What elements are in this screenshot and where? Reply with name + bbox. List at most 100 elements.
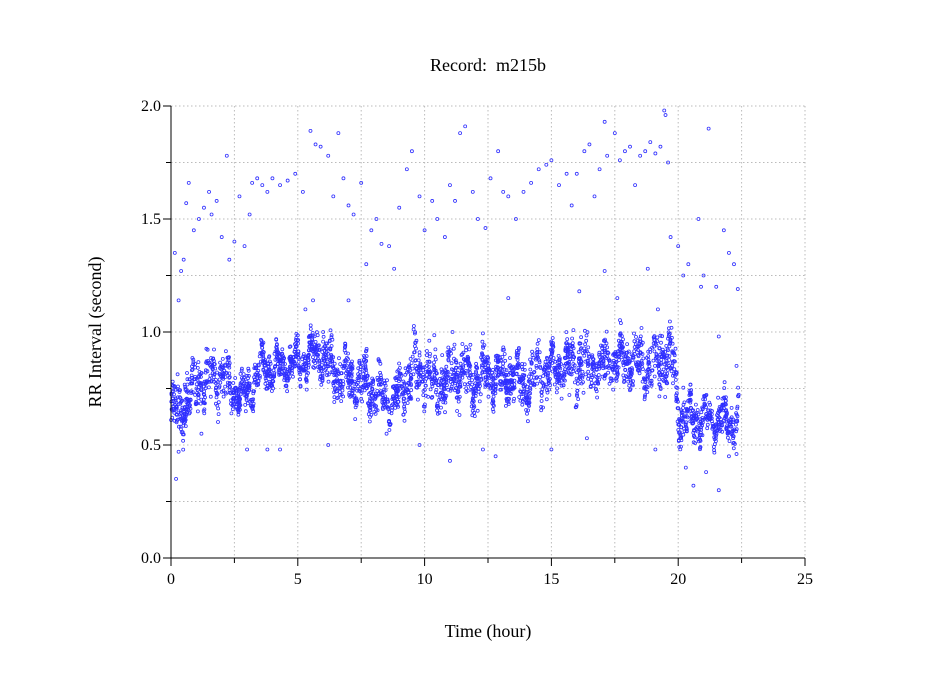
data-point: [520, 372, 525, 377]
data-point: [324, 355, 329, 360]
data-point: [375, 388, 380, 393]
data-point: [219, 389, 224, 394]
data-point: [586, 373, 591, 378]
data-point: [603, 356, 608, 361]
data-point: [466, 382, 470, 387]
data-point: [697, 436, 702, 440]
data-point: [464, 348, 469, 353]
data-point: [346, 351, 350, 356]
data-point: [364, 374, 369, 379]
data-point-outlier: [318, 144, 323, 149]
data-point: [672, 367, 677, 372]
data-point-outlier: [278, 447, 282, 452]
data-point: [522, 367, 527, 372]
data-point: [374, 407, 379, 412]
data-point: [313, 339, 318, 344]
data-point: [457, 413, 462, 417]
data-point: [632, 331, 636, 336]
data-point: [583, 372, 588, 377]
data-point: [560, 378, 564, 383]
data-point: [631, 383, 635, 388]
data-point: [328, 358, 333, 363]
data-point: [184, 400, 189, 405]
data-point: [699, 425, 703, 430]
data-point: [645, 372, 650, 377]
data-point: [273, 357, 278, 362]
data-point: [213, 377, 218, 382]
data-point: [582, 353, 587, 358]
data-point: [309, 345, 314, 350]
data-point: [239, 368, 244, 373]
data-point: [574, 404, 579, 409]
data-point: [672, 359, 676, 363]
data-point: [319, 358, 324, 363]
data-point: [217, 377, 222, 382]
data-point: [634, 334, 638, 339]
data-point: [575, 389, 580, 393]
data-point: [629, 379, 633, 384]
data-point: [538, 379, 543, 384]
data-point: [356, 384, 360, 389]
data-point: [688, 390, 692, 395]
data-point: [615, 371, 620, 376]
data-point: [172, 410, 177, 415]
data-point: [690, 408, 695, 413]
data-point: [622, 376, 627, 381]
data-point: [575, 393, 579, 398]
data-point: [503, 358, 508, 363]
data-point-outlier: [727, 250, 731, 255]
data-point: [727, 439, 732, 444]
data-point: [512, 378, 517, 383]
data-point: [530, 353, 535, 358]
data-point: [652, 374, 657, 379]
data-point: [699, 427, 703, 432]
data-point-outlier: [475, 217, 480, 221]
data-point: [453, 360, 458, 365]
data-point: [713, 436, 718, 441]
data-point: [691, 420, 696, 425]
data-point: [517, 395, 522, 400]
data-point: [528, 367, 533, 372]
data-point: [438, 395, 443, 400]
data-point: [573, 380, 577, 385]
data-point: [321, 334, 326, 339]
data-point: [624, 353, 628, 358]
data-point: [658, 387, 663, 391]
data-point: [589, 380, 594, 385]
data-point: [584, 333, 589, 338]
data-point: [491, 394, 496, 399]
data-point: [177, 390, 182, 394]
data-point: [387, 422, 392, 427]
data-point: [700, 416, 705, 420]
data-point: [453, 386, 458, 391]
data-point: [332, 395, 337, 400]
data-point: [539, 399, 544, 403]
data-point: [356, 366, 361, 371]
data-point: [627, 360, 632, 365]
data-point: [726, 435, 730, 440]
data-point: [465, 388, 470, 393]
data-point: [679, 408, 684, 413]
data-point: [716, 395, 720, 400]
data-point: [727, 419, 731, 424]
data-point: [376, 358, 381, 363]
data-point: [261, 355, 266, 360]
data-point: [340, 388, 345, 393]
data-point: [559, 383, 564, 388]
data-point: [242, 390, 246, 395]
data-point: [603, 373, 608, 378]
data-point: [239, 366, 244, 371]
data-point: [245, 381, 250, 386]
data-point: [691, 416, 696, 421]
data-point: [506, 379, 511, 384]
data-point: [511, 372, 516, 377]
data-point-outlier: [417, 443, 422, 447]
data-point: [729, 417, 734, 422]
data-point-outlier: [293, 171, 298, 176]
data-point: [475, 379, 480, 384]
data-point: [406, 380, 411, 385]
data-point: [617, 343, 622, 348]
data-point: [452, 342, 457, 347]
data-point: [402, 396, 407, 401]
data-point: [586, 369, 591, 374]
